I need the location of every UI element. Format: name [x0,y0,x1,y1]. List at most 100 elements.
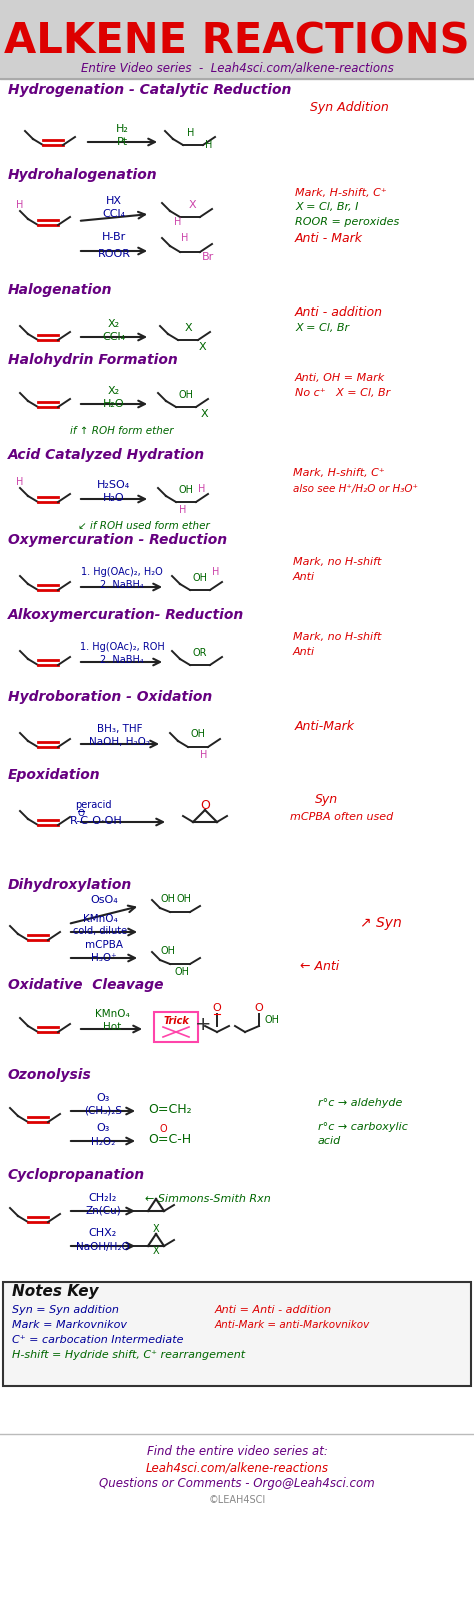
Text: KMnO₄: KMnO₄ [82,914,118,923]
Text: OH: OH [161,894,175,904]
Text: H: H [212,567,219,576]
Text: H: H [201,749,208,760]
Text: Notes Key: Notes Key [12,1283,99,1299]
Text: H: H [16,476,24,487]
Text: Anti - addition: Anti - addition [295,305,383,318]
Text: Find the entire video series at:: Find the entire video series at: [146,1445,328,1457]
Text: 1. Hg(OAc)₂, H₂O: 1. Hg(OAc)₂, H₂O [81,567,163,576]
Text: X₂: X₂ [108,386,120,395]
Text: O=C-H: O=C-H [148,1133,191,1146]
Text: Anti: Anti [293,647,315,657]
Text: H: H [205,140,213,150]
Text: KMnO₄: KMnO₄ [95,1009,129,1018]
FancyBboxPatch shape [3,1282,471,1386]
Text: ROOR: ROOR [98,249,130,258]
Text: X: X [188,200,196,210]
Text: C⁺ = carbocation Intermediate: C⁺ = carbocation Intermediate [12,1335,183,1344]
Text: if ↑ ROH form ether: if ↑ ROH form ether [70,426,173,436]
Text: Anti-Mark = anti-Markovnikov: Anti-Mark = anti-Markovnikov [215,1319,370,1330]
Text: Questions or Comments - Orgo@Leah4sci.com: Questions or Comments - Orgo@Leah4sci.co… [99,1477,375,1490]
Text: Syn = Syn addition: Syn = Syn addition [12,1304,119,1314]
Text: Leah4sci.com/alkene-reactions: Leah4sci.com/alkene-reactions [146,1461,328,1474]
Text: Acid Catalyzed Hydration: Acid Catalyzed Hydration [8,447,205,462]
Text: X = Cl, Br: X = Cl, Br [295,323,349,332]
Text: NaOH/H₂O: NaOH/H₂O [76,1241,130,1251]
Text: BH₃, THF: BH₃, THF [97,723,143,733]
Text: ← Simmons-Smith Rxn: ← Simmons-Smith Rxn [145,1193,271,1204]
Text: Mark, H-shift, C⁺: Mark, H-shift, C⁺ [295,187,387,199]
Text: Pt: Pt [117,137,128,147]
Text: H₂SO₄: H₂SO₄ [97,479,131,489]
Text: Hot: Hot [103,1022,121,1031]
Text: O=CH₂: O=CH₂ [148,1102,191,1115]
Text: Alkoxymercuration- Reduction: Alkoxymercuration- Reduction [8,607,244,621]
Text: Mark = Markovnikov: Mark = Markovnikov [12,1319,127,1330]
Text: Br: Br [202,252,214,261]
Text: OH: OH [179,389,193,400]
Text: H₂O₂: H₂O₂ [91,1136,115,1146]
Text: Syn Addition: Syn Addition [310,102,389,115]
Text: Ozonolysis: Ozonolysis [8,1067,92,1081]
Text: Oxidative  Cleavage: Oxidative Cleavage [8,978,164,991]
Text: H₂O: H₂O [103,399,125,408]
Text: Cyclopropanation: Cyclopropanation [8,1167,145,1181]
Text: OH: OH [191,728,206,739]
Text: ← Anti: ← Anti [300,960,339,973]
Text: acid: acid [318,1135,341,1146]
Text: OH: OH [192,573,208,583]
Text: X: X [200,408,208,418]
Text: X = Cl, Br, I: X = Cl, Br, I [295,202,358,211]
Text: ALKENE REACTIONS: ALKENE REACTIONS [4,21,470,63]
Text: X: X [153,1246,159,1256]
Text: O: O [159,1123,167,1133]
Text: O: O [200,799,210,812]
Text: CCl₄: CCl₄ [102,332,126,342]
Text: Dihydroxylation: Dihydroxylation [8,878,132,891]
Text: O₃: O₃ [96,1122,109,1133]
Text: No c⁺   X = Cl, Br: No c⁺ X = Cl, Br [295,387,390,397]
Text: O₃: O₃ [96,1093,109,1102]
Text: Halohydrin Formation: Halohydrin Formation [8,353,178,366]
Text: OsO₄: OsO₄ [90,894,118,904]
Text: 2. NaBH₄: 2. NaBH₄ [100,579,144,589]
Text: HX: HX [106,195,122,207]
Text: R-C-O·OH: R-C-O·OH [70,815,123,825]
Text: +: + [195,1014,211,1033]
Text: Anti-Mark: Anti-Mark [295,720,355,733]
Text: Anti: Anti [293,571,315,581]
Text: CH₂I₂: CH₂I₂ [89,1193,117,1202]
Text: X: X [184,323,192,332]
Text: OH: OH [176,894,191,904]
Text: cold, dilute: cold, dilute [73,925,127,936]
Text: Anti, OH = Mark: Anti, OH = Mark [295,373,385,383]
Text: X: X [153,1223,159,1233]
Text: CHX₂: CHX₂ [89,1227,117,1238]
Text: CCl₄: CCl₄ [102,208,126,220]
Text: Anti - Mark: Anti - Mark [295,231,363,244]
Text: H: H [198,484,206,494]
Text: r°c → aldehyde: r°c → aldehyde [318,1098,402,1107]
Text: ©LEAH4SCI: ©LEAH4SCI [209,1495,265,1504]
Text: Mark, no H-shift: Mark, no H-shift [293,631,382,642]
Text: H-Br: H-Br [102,232,126,242]
Text: H₂O: H₂O [103,492,125,502]
Text: H: H [179,505,187,515]
Text: Hydroboration - Oxidation: Hydroboration - Oxidation [8,689,212,704]
Text: X₂: X₂ [108,320,120,329]
Text: Mark, no H-shift: Mark, no H-shift [293,557,382,567]
Text: Syn: Syn [315,792,338,805]
Text: NaOH, H₂O₂: NaOH, H₂O₂ [90,736,151,747]
Text: peracid: peracid [75,799,111,810]
Text: ↙ if ROH used form ether: ↙ if ROH used form ether [78,521,210,531]
Text: H-shift = Hydride shift, C⁺ rearrangement: H-shift = Hydride shift, C⁺ rearrangemen… [12,1349,245,1359]
Text: O: O [255,1002,264,1012]
Text: H: H [182,232,189,242]
Text: OR: OR [193,647,207,657]
Text: Mark, H-shift, C⁺: Mark, H-shift, C⁺ [293,468,385,478]
Text: O: O [78,809,84,818]
Bar [0,0,474,81]
Text: OH: OH [174,967,190,976]
Text: Trick: Trick [163,1015,189,1025]
Text: (CH₃)₂S: (CH₃)₂S [84,1106,122,1115]
Text: H: H [187,128,195,137]
